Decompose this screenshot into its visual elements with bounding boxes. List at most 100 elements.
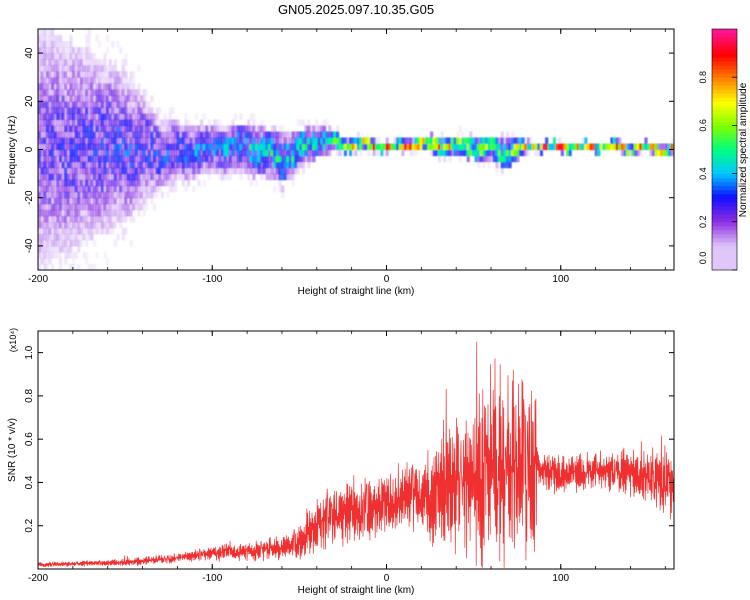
spectrogram-cell (77, 215, 81, 223)
spectrogram-cell (87, 53, 91, 60)
spectrogram-cell (150, 107, 154, 114)
spectrogram-cell (367, 137, 371, 145)
colorbar-step (712, 85, 737, 90)
spectrogram-cell (82, 119, 86, 127)
spectrogram-cell (71, 173, 76, 181)
spectrogram-cell (43, 113, 47, 120)
spectrogram-cell (71, 263, 76, 270)
spectrogram-cell (160, 137, 165, 145)
spectrogram-cell (77, 221, 81, 229)
spectrogram-cell (108, 83, 112, 90)
spectrogram-cell (390, 143, 395, 151)
spectrogram-cell (40, 197, 44, 205)
spectrogram-cell (58, 263, 63, 270)
spectrogram-cell (124, 203, 128, 211)
spectrogram-cell (58, 35, 63, 42)
spectrogram-cell (121, 65, 125, 72)
spectrogram-cell (137, 191, 141, 199)
spectrogram-cell (173, 185, 178, 193)
spectrogram-cell (58, 197, 63, 205)
spectrogram-cell (197, 131, 201, 139)
spectrogram-cell (95, 251, 99, 259)
spectrogram-cell (77, 209, 81, 217)
spectrogram-cell (137, 137, 141, 145)
spectrogram-cell (153, 131, 157, 139)
spectrogram-cell (87, 197, 91, 205)
spectrogram-cell (121, 203, 125, 211)
spectrogram-cell (129, 239, 133, 247)
spectrogram-cell (85, 161, 89, 169)
spectrogram-cell (341, 137, 345, 145)
spectrogram-cell (43, 155, 47, 163)
spectrogram-cell (38, 215, 42, 223)
spectrogram-cell (105, 221, 110, 229)
spectrogram-cell (126, 191, 131, 199)
spectrogram-cell (328, 137, 332, 145)
colorbar-step (712, 229, 737, 235)
spectrogram-cell (92, 125, 97, 133)
spectrogram-cell (286, 167, 290, 175)
spectrogram-cell (163, 119, 167, 127)
spectrogram-cell (74, 221, 78, 229)
spectrogram-cell (40, 143, 44, 151)
spectrogram-cell (200, 143, 204, 151)
spectrogram-cell (508, 143, 512, 151)
spectrogram-cell (184, 155, 188, 163)
spectrogram-cell (260, 137, 264, 145)
spectrogram-cell (116, 209, 120, 217)
spectrogram-cell (309, 137, 314, 145)
spectrogram-cell (66, 245, 70, 253)
spectrogram-cell (158, 155, 162, 163)
spectrogram-cell (283, 149, 287, 157)
spectrogram-y-label: Frequency (Hz) (7, 116, 18, 185)
spectrogram-cell (111, 131, 115, 139)
spectrogram-cell (119, 113, 123, 120)
spectrogram-cell (103, 185, 107, 193)
spectrogram-cell (176, 155, 180, 163)
spectrogram-cell (71, 119, 76, 127)
spectrogram-cell (38, 155, 42, 163)
spectrogram-cell (58, 53, 63, 60)
spectrogram-cell (278, 185, 282, 193)
spectrogram-cell (505, 149, 510, 157)
spectrogram-cell (281, 161, 285, 169)
spectrogram-cell (66, 185, 70, 193)
spectrogram-cell (166, 167, 170, 175)
spectrogram-cell (218, 125, 222, 133)
spectrogram-cell (215, 149, 219, 157)
spectrogram-cell (158, 173, 162, 181)
spectrogram-cell (108, 227, 112, 235)
spectrogram-cell (56, 227, 60, 235)
spectrogram-cell (215, 161, 219, 169)
spectrogram-cell (40, 149, 44, 157)
spectrogram-cell (458, 143, 463, 151)
spectrogram-cell (74, 53, 78, 60)
y-tick-label: 20 (24, 95, 35, 107)
spectrogram-cell (119, 197, 123, 205)
spectrogram-cell (79, 95, 84, 102)
spectrogram-cell (43, 215, 47, 223)
spectrogram-cell (228, 155, 233, 163)
spectrogram-cell (518, 137, 523, 145)
spectrogram-cell (210, 131, 214, 139)
spectrogram-cell (40, 155, 44, 163)
spectrogram-cell (48, 251, 52, 259)
spectrogram-cell (228, 167, 233, 175)
spectrogram-cell (354, 149, 358, 157)
spectrogram-cell (87, 161, 91, 169)
spectrogram-cell (56, 191, 60, 199)
spectrogram-cell (95, 149, 99, 157)
spectrogram-cell (369, 143, 374, 151)
spectrogram-cell (45, 209, 50, 217)
spectrogram-cell (163, 161, 167, 169)
spectrogram-cell (61, 89, 65, 96)
spectrogram-cell (48, 77, 52, 84)
spectrogram-cell (87, 137, 91, 145)
spectrogram-cell (252, 119, 256, 127)
snr-y-axis: 0.20.40.60.81.0 (24, 345, 674, 533)
spectrogram-cell (48, 185, 52, 193)
spectrogram-cell (620, 149, 625, 157)
spectrogram-cell (56, 155, 60, 163)
spectrogram-cell (56, 35, 60, 42)
